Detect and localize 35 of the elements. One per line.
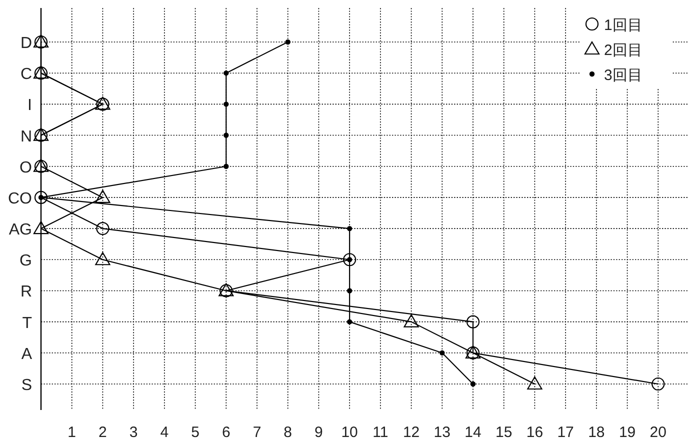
x-tick-label: 6 <box>222 424 230 440</box>
y-tick-label: S <box>21 377 32 394</box>
y-tick-label: G <box>20 252 32 270</box>
y-tick-label: I <box>28 97 32 114</box>
x-tick-label: 7 <box>252 424 262 440</box>
x-tick-label: 8 <box>284 424 292 440</box>
x-tick-label: 10 <box>341 424 358 440</box>
legend-label: 3回目 <box>604 67 642 84</box>
x-tick-label: 19 <box>618 424 636 440</box>
y-tick-label: D <box>20 35 32 52</box>
y-tick-label: AG <box>8 222 32 239</box>
x-tick-label: 20 <box>650 424 666 440</box>
y-tick-label: O <box>20 159 32 176</box>
x-tick-label: 5 <box>191 424 200 440</box>
legend-label: 2回目 <box>604 42 642 59</box>
x-tick-label: 2 <box>98 424 107 440</box>
x-tick-label: 4 <box>160 424 169 440</box>
x-tick-label: 3 <box>129 424 138 440</box>
x-tick-label: 15 <box>496 424 512 440</box>
y-tick-label: N <box>20 128 32 146</box>
x-tick-label: 13 <box>434 424 450 440</box>
y-tick-label: C <box>20 66 32 84</box>
y-tick-label: T <box>22 314 32 332</box>
x-tick-label: 18 <box>588 424 605 440</box>
y-tick-label: A <box>21 346 32 363</box>
legend-label: 1回目 <box>604 17 642 34</box>
x-tick-label: 9 <box>314 424 323 440</box>
y-tick-label: CO <box>8 190 32 208</box>
x-tick-label: 14 <box>464 424 482 440</box>
y-tick-label: R <box>20 284 32 301</box>
x-tick-label: 16 <box>526 424 544 440</box>
x-tick-label: 17 <box>557 424 574 440</box>
x-tick-label: 12 <box>402 424 420 440</box>
x-tick-label: 11 <box>372 424 388 440</box>
x-tick-label: 1 <box>68 424 76 440</box>
